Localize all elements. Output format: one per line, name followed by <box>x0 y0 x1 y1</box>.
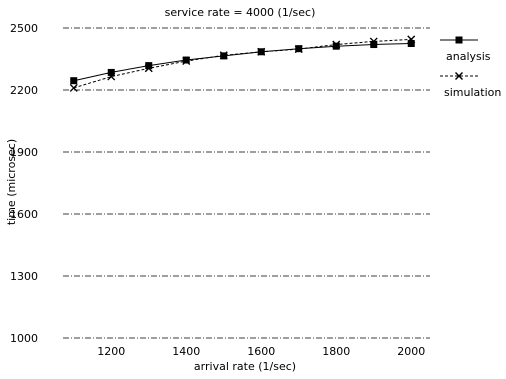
y-tick-label-1300: 1300 <box>10 270 38 283</box>
point-analysis-1800 <box>332 42 340 50</box>
series-line-analysis <box>73 43 412 82</box>
legend-analysis-marker <box>455 36 463 44</box>
point-simulation-1600 <box>257 47 266 56</box>
y-tick-label-1000: 1000 <box>10 332 38 345</box>
point-simulation-2000 <box>407 35 416 44</box>
chart-title: service rate = 4000 (1/sec) <box>165 6 316 19</box>
point-simulation-1700 <box>294 45 303 54</box>
point-simulation-1800 <box>332 40 341 49</box>
point-simulation-1200 <box>107 72 116 81</box>
y-axis-ticks: 1000 1300 1600 1900 2200 2500 <box>10 22 38 345</box>
grid-lines <box>63 27 430 339</box>
x-axis-label: arrival rate (1/sec) <box>194 360 296 373</box>
point-analysis-1100 <box>70 77 78 85</box>
legend-simulation-marker <box>455 72 463 80</box>
point-analysis-1400 <box>182 56 190 64</box>
x-tick-label-1400: 1400 <box>172 345 200 358</box>
point-analysis-1900 <box>370 41 378 49</box>
legend: analysis simulation <box>440 36 501 99</box>
point-simulation-1500 <box>219 51 228 60</box>
x-tick-label-1600: 1600 <box>247 345 275 358</box>
y-axis-label: time (microsec) <box>5 139 18 225</box>
x-axis-ticks: 1200 1400 1600 1800 2000 <box>97 345 425 358</box>
legend-simulation-label: simulation <box>444 86 501 99</box>
x-tick-label-1200: 1200 <box>97 345 125 358</box>
point-analysis-1300 <box>145 62 153 70</box>
point-simulation-1300 <box>144 64 153 73</box>
point-simulation-1900 <box>369 37 378 46</box>
y-tick-label-2500: 2500 <box>10 22 38 35</box>
y-tick-label-2200: 2200 <box>10 84 38 97</box>
y-tick-label-1600: 1600 <box>10 208 38 221</box>
point-analysis-1200 <box>107 68 115 76</box>
point-analysis-2000 <box>407 40 415 47</box>
x-tick-label-2000: 2000 <box>397 345 425 358</box>
y-tick-label-1900: 1900 <box>10 146 38 159</box>
point-simulation-1100 <box>69 83 78 92</box>
legend-analysis-label: analysis <box>446 50 491 63</box>
x-tick-label-1800: 1800 <box>322 345 350 358</box>
series-line-simulation <box>73 38 412 89</box>
point-simulation-1400 <box>182 57 191 66</box>
series-layer <box>69 35 416 92</box>
